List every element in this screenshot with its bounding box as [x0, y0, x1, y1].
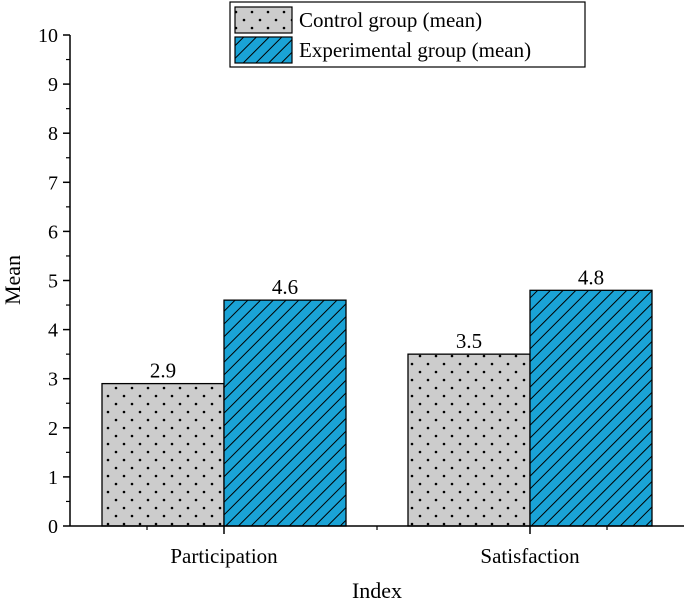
y-tick-label: 3: [48, 369, 58, 391]
bar-value-label: 4.8: [578, 265, 604, 289]
y-tick-label: 9: [48, 74, 58, 96]
y-tick-label: 2: [48, 418, 58, 440]
y-tick-label: 7: [48, 172, 58, 194]
y-tick-label: 0: [48, 516, 58, 538]
legend-swatch-experimental: [234, 36, 293, 64]
y-tick-label: 8: [48, 123, 58, 145]
bar-value-label: 2.9: [150, 359, 176, 383]
bar-experimental: [223, 299, 347, 527]
bar-value-label: 4.6: [272, 275, 298, 299]
data-labels-group: 2.9 4.6 3.5 4.8: [150, 265, 604, 382]
legend-label-experimental: Experimental group (mean): [299, 38, 531, 62]
x-axis-title: Index: [352, 578, 402, 603]
bar-value-label: 3.5: [456, 329, 482, 353]
legend-swatch-control: [234, 6, 293, 34]
y-tick-label: 4: [48, 320, 58, 342]
bar-experimental: [529, 289, 653, 527]
x-category-label: Satisfaction: [480, 544, 580, 568]
x-category-label: Participation: [170, 544, 278, 568]
legend-label-control: Control group (mean): [299, 8, 482, 32]
legend: Control group (mean) Experimental group …: [229, 1, 586, 68]
bar-control: [407, 353, 531, 527]
x-axis-ticks: Participation Satisfaction: [146, 526, 608, 568]
y-tick-label: 5: [48, 271, 58, 293]
y-axis-title: Mean: [0, 255, 25, 305]
bar-control: [101, 382, 225, 527]
y-tick-label: 6: [48, 221, 58, 243]
y-axis-ticks: 0 1 2 3 4 5 6 7 8 9 10: [38, 25, 70, 538]
bars-group: [101, 289, 653, 527]
y-tick-label: 1: [48, 467, 58, 489]
y-tick-label: 10: [38, 25, 58, 47]
